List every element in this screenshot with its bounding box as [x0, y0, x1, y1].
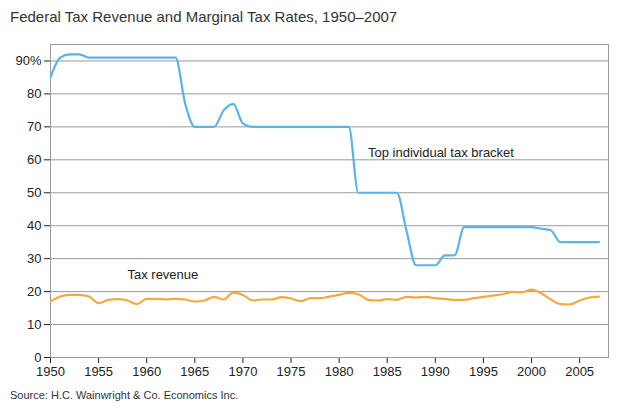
- svg-text:40: 40: [27, 218, 41, 233]
- svg-text:70: 70: [27, 119, 41, 134]
- svg-text:30: 30: [27, 251, 41, 266]
- svg-text:1990: 1990: [421, 364, 450, 379]
- svg-text:1960: 1960: [132, 364, 161, 379]
- html-text:Source: H.C. Wainwright & Co.: Source: H.C. Wainwright & Co. Economics …: [10, 389, 239, 401]
- svg-text:1985: 1985: [373, 364, 402, 379]
- svg-text:1955: 1955: [84, 364, 113, 379]
- svg-text:2005: 2005: [565, 364, 594, 379]
- svg-text:1975: 1975: [277, 364, 306, 379]
- svg-text:20: 20: [27, 284, 41, 299]
- svg-text:60: 60: [27, 152, 41, 167]
- svg-text:1965: 1965: [180, 364, 209, 379]
- svg-text:1980: 1980: [325, 364, 354, 379]
- svg-text:2000: 2000: [517, 364, 546, 379]
- svg-text:50: 50: [27, 185, 41, 200]
- svg-text:80: 80: [27, 86, 41, 101]
- svg-text:90%: 90%: [15, 53, 41, 68]
- svg-text:Tax revenue: Tax revenue: [127, 267, 198, 282]
- svg-text:Top individual tax bracket: Top individual tax bracket: [368, 145, 514, 160]
- svg-text:1970: 1970: [228, 364, 257, 379]
- svg-text:1995: 1995: [469, 364, 498, 379]
- html-text:Federal Tax Revenue and Margin: Federal Tax Revenue and Marginal Tax Rat…: [10, 8, 398, 25]
- svg-text:0: 0: [34, 350, 41, 365]
- svg-text:10: 10: [27, 317, 41, 332]
- svg-text:1950: 1950: [36, 364, 65, 379]
